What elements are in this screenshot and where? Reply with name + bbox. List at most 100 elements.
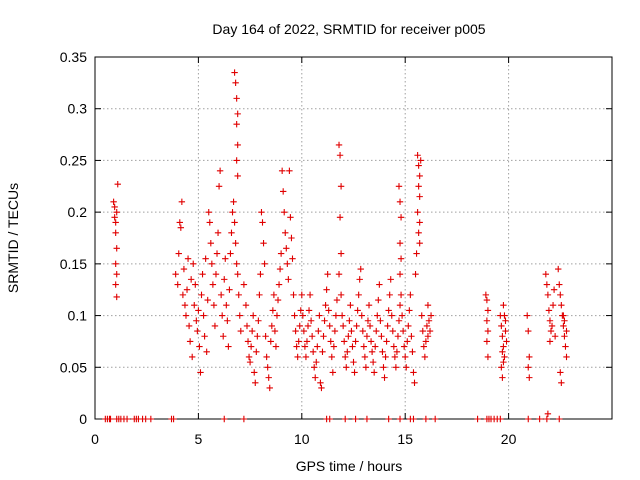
- data-point-127: [287, 214, 294, 221]
- data-point-355: [363, 415, 371, 423]
- data-point-61: [224, 317, 231, 324]
- data-point-190: [349, 343, 356, 350]
- data-point-145: [305, 307, 313, 314]
- data-point-161: [322, 302, 329, 309]
- data-point-320: [557, 291, 564, 299]
- data-point-88: [246, 358, 254, 366]
- data-point-361: [431, 415, 439, 423]
- data-point-293: [499, 374, 506, 381]
- data-point-186: [345, 333, 352, 340]
- data-point-151: [312, 374, 319, 381]
- data-point-12: [172, 271, 179, 278]
- data-point-298: [499, 348, 506, 355]
- data-point-307: [543, 281, 551, 288]
- data-point-156: [317, 379, 324, 386]
- data-point-208: [367, 338, 375, 345]
- data-point-128: [288, 234, 295, 242]
- data-point-103: [262, 333, 269, 340]
- data-point-111: [270, 291, 278, 299]
- data-point-0: [110, 198, 117, 205]
- data-point-270: [419, 327, 426, 335]
- data-point-42: [204, 296, 211, 304]
- data-point-16: [178, 198, 186, 205]
- data-point-313: [549, 302, 557, 309]
- data-point-167: [328, 353, 335, 361]
- data-point-207: [366, 322, 374, 330]
- data-point-309: [545, 307, 553, 314]
- data-point-277: [426, 327, 434, 335]
- data-point-53: [215, 183, 223, 190]
- y-tick-label-3: 0.15: [60, 256, 87, 272]
- data-point-340: [123, 415, 131, 423]
- data-point-326: [563, 353, 570, 361]
- data-point-209: [368, 348, 376, 355]
- data-point-164: [325, 307, 332, 314]
- data-point-129: [289, 255, 296, 262]
- data-point-84: [242, 302, 250, 309]
- data-point-172: [333, 296, 341, 304]
- data-point-79: [233, 121, 240, 128]
- data-point-19: [180, 265, 188, 273]
- data-point-27: [188, 353, 196, 361]
- data-point-29: [191, 302, 198, 309]
- data-point-35: [197, 369, 204, 376]
- data-point-241: [397, 255, 405, 262]
- data-point-46: [208, 260, 216, 268]
- data-point-174: [336, 152, 344, 159]
- data-point-74: [237, 327, 244, 335]
- data-point-117: [276, 265, 284, 273]
- data-point-256: [411, 379, 418, 386]
- data-point-8: [112, 281, 119, 288]
- data-point-69: [232, 239, 239, 247]
- data-point-359: [410, 415, 417, 423]
- data-point-201: [360, 343, 368, 350]
- data-point-78: [234, 110, 241, 118]
- data-point-144: [304, 322, 312, 330]
- data-point-244: [398, 312, 406, 319]
- data-point-9: [113, 293, 120, 301]
- data-point-77: [233, 95, 240, 102]
- data-point-73: [236, 312, 243, 319]
- data-point-185: [344, 348, 351, 355]
- data-point-149: [309, 348, 317, 355]
- data-point-231: [391, 353, 399, 361]
- data-point-233: [393, 348, 401, 355]
- y-tick-label-6: 0.3: [68, 101, 88, 117]
- data-point-251: [406, 307, 413, 314]
- chart-title: Day 164 of 2022, SRMTID for receiver p00…: [212, 21, 485, 37]
- data-point-86: [244, 338, 252, 345]
- data-point-323: [560, 322, 567, 330]
- data-point-237: [395, 183, 403, 190]
- data-point-348: [170, 415, 177, 423]
- data-point-92: [251, 369, 258, 376]
- data-point-22: [183, 286, 191, 293]
- data-point-142: [302, 353, 310, 361]
- data-point-269: [418, 312, 425, 319]
- data-point-165: [326, 322, 333, 330]
- data-point-150: [311, 364, 318, 371]
- data-point-98: [257, 271, 264, 278]
- data-point-39: [201, 333, 208, 340]
- data-point-370: [536, 415, 543, 423]
- axis-ticks: 0 5 10 15 20 0 0.05 0.1 0.15 0.2 0.25 0.3 0.35: [60, 49, 612, 447]
- data-point-195: [354, 307, 361, 314]
- data-point-75: [231, 69, 238, 76]
- data-point-179: [337, 291, 345, 299]
- data-point-170: [331, 327, 339, 335]
- data-point-134: [294, 353, 301, 361]
- data-point-118: [277, 250, 285, 257]
- data-point-276: [425, 317, 433, 324]
- data-point-6: [112, 260, 119, 268]
- data-point-108: [267, 338, 274, 345]
- data-point-346: [147, 415, 155, 423]
- data-point-28: [190, 260, 197, 268]
- data-point-289: [499, 333, 506, 340]
- data-point-116: [275, 281, 283, 288]
- data-point-153: [314, 343, 321, 350]
- data-point-52: [214, 229, 222, 237]
- data-point-324: [561, 333, 568, 340]
- y-tick-label-7: 0.35: [60, 49, 87, 65]
- data-point-83: [240, 281, 248, 288]
